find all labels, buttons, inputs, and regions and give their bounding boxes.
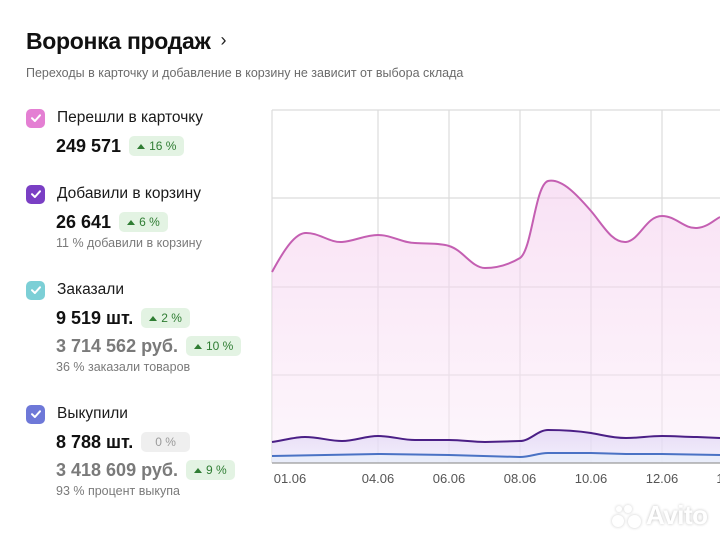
watermark-text: Avito [646,500,708,530]
metric-cards: Перешли в карточку 249 571 16 % [26,107,203,158]
avito-logo-icon [612,503,642,529]
change-badge: 6 % [119,212,168,232]
arrow-up-icon [137,143,146,149]
metric-label: Выкупили [57,405,128,422]
x-label: 06.06 [432,471,466,486]
checkbox-cart[interactable] [26,184,45,204]
series-cart-line [271,428,720,444]
title-text: Воронка продаж [26,28,211,54]
arrow-up-icon [127,219,136,225]
change-badge: 2 % [141,308,190,328]
change-badge-rub: 10 % [185,336,242,356]
checkbox-orders[interactable] [26,280,45,300]
metric-label: Добавили в корзину [57,185,201,202]
metric-value-rub: 3 714 562 руб. [56,335,178,356]
series-cards-area [272,180,720,463]
check-icon [30,410,41,418]
checkbox-buyouts[interactable] [26,404,45,424]
subtitle: Переходы в карточку и добавление в корзи… [26,66,464,80]
x-label: 10.06 [574,471,608,486]
series-cards-line [271,179,720,273]
x-label: 08.06 [503,471,537,486]
metric-value: 249 571 [56,135,122,156]
series-buyouts-line [271,452,720,459]
change-badge-rub: 9 % [185,460,235,480]
metric-buyouts: Выкупили 8 788 шт. 0 % 3 418 609 руб. 9 … [26,403,235,498]
metric-label: Перешли в карточку [57,109,203,126]
series-buyouts-area [272,453,720,463]
arrow-up-icon [193,343,202,349]
grid [271,109,720,463]
metric-orders: Заказали 9 519 шт. 2 % 3 714 562 руб. 10… [26,279,242,374]
metric-value: 9 519 шт. [56,307,134,328]
arrow-up-icon [193,467,202,473]
x-label: 12.06 [645,471,679,486]
check-icon [30,286,41,294]
arrow-up-icon [149,315,158,321]
metric-note: 36 % заказали товаров [56,360,191,374]
x-label: 04.06 [361,471,395,486]
metric-label: Заказали [57,281,124,298]
checkbox-cards[interactable] [26,108,45,128]
check-icon [30,114,41,122]
series-cart-area [272,430,720,463]
page-title[interactable]: Воронка продаж › [26,28,227,55]
metric-note: 93 % процент выкупа [56,484,180,498]
metric-value: 8 788 шт. [56,431,134,452]
change-badge: 0 % [141,432,190,452]
metric-value: 26 641 [56,211,112,232]
change-badge: 16 % [129,136,185,156]
avito-watermark: Avito [612,500,708,531]
x-label: 01.06 [273,471,307,486]
metric-note: 11 % добавили в корзину [56,236,202,250]
x-label: 1 [716,471,720,486]
metric-cart: Добавили в корзину 26 641 6 % 11 % добав… [26,183,202,250]
chevron-right-icon[interactable]: › [220,30,227,50]
metric-value-rub: 3 418 609 руб. [56,459,178,480]
check-icon [30,190,41,198]
